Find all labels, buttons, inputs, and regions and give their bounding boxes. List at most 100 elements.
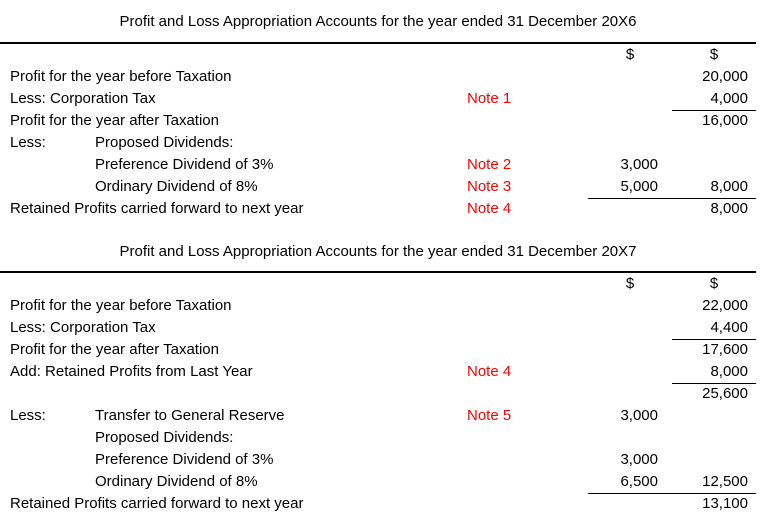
note-reference xyxy=(460,427,588,449)
header-spacer xyxy=(460,273,588,295)
currency-header-row: $ $ xyxy=(0,44,756,66)
row-label: Retained Profits carried forward to next… xyxy=(10,200,304,217)
amount-col2 xyxy=(672,405,756,427)
amount-col2: 22,000 xyxy=(702,297,748,314)
row-indent-label: Proposed Dividends: xyxy=(95,429,234,446)
amount-col1 xyxy=(588,427,672,449)
row-label: Retained Profits carried forward to next… xyxy=(10,495,304,512)
row-label-cell: Preference Dividend of 3% xyxy=(0,449,460,471)
statement-title: Profit and Loss Appropriation Accounts f… xyxy=(0,2,756,44)
row-label-cell: Retained Profits carried forward to next… xyxy=(0,493,460,515)
statement-row: Preference Dividend of 3% Note 2 3,000 xyxy=(0,154,756,176)
row-indent-label: Ordinary Dividend of 8% xyxy=(95,178,258,195)
statement-row: Less: Transfer to General Reserve Note 5 3,… xyxy=(0,405,756,427)
note-reference xyxy=(460,383,588,405)
statement-row: Profit for the year before Taxation 20,00… xyxy=(0,66,756,88)
row-indent-label: Preference Dividend of 3% xyxy=(95,156,274,173)
row-indent-label: Transfer to General Reserve xyxy=(95,407,285,424)
row-label-cell: Profit for the year before Taxation xyxy=(0,295,460,317)
row-label-cell: Less: Corporation Tax xyxy=(0,317,460,340)
amount-col2: 20,000 xyxy=(702,68,748,85)
row-label: Less: xyxy=(10,407,46,424)
statement-row: Retained Profits carried forward to next… xyxy=(0,493,756,515)
statement-row: Add: Retained Profits from Last Year Note… xyxy=(0,361,756,384)
row-label: Less: xyxy=(10,134,46,151)
row-label: Less: Corporation Tax xyxy=(10,319,156,336)
note-reference xyxy=(460,132,588,154)
statement-row: Ordinary Dividend of 8% 6,500 12,500 xyxy=(0,471,756,494)
header-spacer xyxy=(0,273,460,295)
row-label-cell: Less: Transfer to General Reserve xyxy=(0,405,460,427)
row-label-cell: Preference Dividend of 3% xyxy=(0,154,460,176)
statement-row: Less: Corporation Tax 4,400 xyxy=(0,317,756,340)
row-label-cell: Ordinary Dividend of 8% xyxy=(0,176,460,199)
row-indent-label: Preference Dividend of 3% xyxy=(95,451,274,468)
row-label: Profit for the year after Taxation xyxy=(10,112,219,129)
note-reference xyxy=(460,339,588,361)
amount-col2: 25,600 xyxy=(702,385,748,402)
note-reference xyxy=(460,493,588,515)
row-label: Add: Retained Profits from Last Year xyxy=(10,363,253,380)
amount-col1 xyxy=(588,361,672,384)
currency-header-col1: $ xyxy=(625,275,635,292)
note-reference xyxy=(460,471,588,494)
table-rows: Profit for the year before Taxation 20,00… xyxy=(0,66,756,220)
amount-col1: 3,000 xyxy=(620,451,658,468)
currency-header-row: $ $ xyxy=(0,273,756,295)
note-reference xyxy=(460,66,588,88)
currency-header-col2: $ xyxy=(709,46,719,63)
statement-row: Retained Profits carried forward to next… xyxy=(0,198,756,220)
amount-col1 xyxy=(588,493,672,515)
header-spacer xyxy=(0,44,460,66)
amount-col2 xyxy=(672,449,756,471)
table-rows: Profit for the year before Taxation 22,00… xyxy=(0,295,756,515)
statement-row: Proposed Dividends: xyxy=(0,427,756,449)
amount-col1 xyxy=(588,317,672,340)
row-label: Profit for the year before Taxation xyxy=(10,68,232,85)
statement-row: Less: Corporation Tax Note 1 4,000 xyxy=(0,88,756,111)
note-reference: Note 5 xyxy=(467,407,512,424)
amount-col1 xyxy=(588,132,672,154)
row-label-cell xyxy=(0,383,460,405)
row-label: Less: Corporation Tax xyxy=(10,90,156,107)
amount-col2: 12,500 xyxy=(672,471,756,494)
amount-col2: 17,600 xyxy=(702,341,748,358)
row-label-cell: Profit for the year after Taxation xyxy=(0,110,460,132)
note-reference xyxy=(460,295,588,317)
amount-col2: 16,000 xyxy=(702,112,748,129)
statement-20x6: Profit and Loss Appropriation Accounts f… xyxy=(0,2,756,220)
note-reference: Note 4 xyxy=(467,363,512,380)
row-label-cell: Retained Profits carried forward to next… xyxy=(0,198,460,220)
row-label-cell: Proposed Dividends: xyxy=(0,427,460,449)
amount-col1: 3,000 xyxy=(620,407,658,424)
note-reference xyxy=(460,110,588,132)
row-label-cell: Add: Retained Profits from Last Year xyxy=(0,361,460,384)
statement-row: Preference Dividend of 3% 3,000 xyxy=(0,449,756,471)
amount-col2: 8,000 xyxy=(672,176,756,199)
note-reference xyxy=(460,317,588,340)
amount-col1 xyxy=(588,339,672,361)
row-label-cell: Less: Proposed Dividends: xyxy=(0,132,460,154)
row-label: Profit for the year after Taxation xyxy=(10,341,219,358)
amount-col1: 5,000 xyxy=(588,176,672,199)
amount-col1 xyxy=(588,198,672,220)
amount-col2: 8,000 xyxy=(710,200,748,217)
row-label-cell: Ordinary Dividend of 8% xyxy=(0,471,460,494)
amount-col1 xyxy=(588,110,672,132)
statement-20x7: Profit and Loss Appropriation Accounts f… xyxy=(0,228,756,515)
statement-row: Profit for the year after Taxation 17,600 xyxy=(0,339,756,361)
amount-col1 xyxy=(588,66,672,88)
row-indent-label: Proposed Dividends: xyxy=(95,134,234,151)
note-reference: Note 1 xyxy=(467,90,512,107)
statement-row: Ordinary Dividend of 8% Note 3 5,000 8,000 xyxy=(0,176,756,199)
statement-row: Profit for the year before Taxation 22,00… xyxy=(0,295,756,317)
amount-col2 xyxy=(672,154,756,176)
amount-col1: 3,000 xyxy=(620,156,658,173)
amount-col2: 4,000 xyxy=(672,88,756,111)
amount-col2: 8,000 xyxy=(672,361,756,384)
note-reference: Note 4 xyxy=(467,200,512,217)
statement-row: 25,600 xyxy=(0,383,756,405)
amount-col2: 13,100 xyxy=(702,495,748,512)
note-reference: Note 2 xyxy=(467,156,512,173)
header-spacer xyxy=(460,44,588,66)
